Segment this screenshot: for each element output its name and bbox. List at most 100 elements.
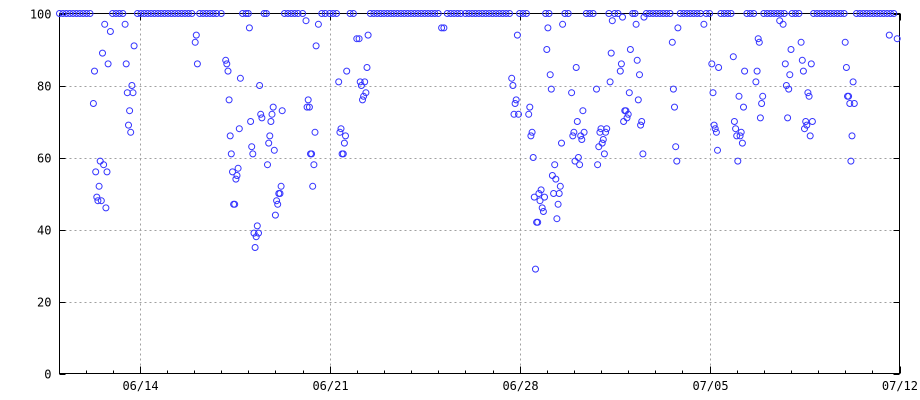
data-point xyxy=(337,125,345,133)
data-point xyxy=(608,17,616,25)
data-point xyxy=(535,190,543,197)
data-point xyxy=(595,143,603,151)
data-point xyxy=(526,103,534,111)
data-point xyxy=(732,125,740,133)
data-point xyxy=(711,125,719,133)
data-point xyxy=(573,118,581,125)
data-point xyxy=(792,10,799,17)
data-point xyxy=(333,10,340,17)
data-point xyxy=(527,132,535,140)
data-point xyxy=(885,31,893,39)
data-point xyxy=(249,150,257,158)
data-point xyxy=(558,139,565,147)
data-point xyxy=(56,10,63,17)
data-point xyxy=(281,10,288,17)
data-point xyxy=(417,10,425,17)
axis-ticks xyxy=(59,13,901,375)
y-tick-label: 80 xyxy=(37,80,51,94)
data-point xyxy=(99,49,106,57)
data-point xyxy=(499,10,507,17)
data-point xyxy=(357,82,365,89)
data-point xyxy=(380,10,388,17)
data-point xyxy=(154,10,162,17)
data-point xyxy=(820,10,828,17)
data-point xyxy=(161,10,169,17)
data-point xyxy=(586,10,594,17)
data-point xyxy=(620,118,628,125)
data-point xyxy=(268,110,276,118)
data-point xyxy=(637,121,645,129)
data-point xyxy=(318,10,326,17)
data-point xyxy=(702,10,710,17)
data-point xyxy=(780,10,788,17)
data-point xyxy=(539,208,547,215)
data-point xyxy=(559,20,567,28)
data-point xyxy=(188,10,196,17)
data-point xyxy=(277,182,285,190)
data-point xyxy=(103,168,111,176)
data-point xyxy=(842,64,850,71)
data-point xyxy=(863,10,871,17)
data-point xyxy=(642,10,650,17)
data-point xyxy=(519,10,527,17)
data-point xyxy=(622,107,630,115)
data-point xyxy=(806,132,814,140)
data-point xyxy=(387,10,395,17)
data-point xyxy=(355,35,363,43)
data-point xyxy=(366,10,374,17)
data-point xyxy=(846,100,854,107)
data-point xyxy=(543,46,551,53)
data-point xyxy=(370,10,378,17)
data-point xyxy=(147,10,155,17)
data-point xyxy=(314,20,322,28)
data-point xyxy=(101,20,109,28)
data-point xyxy=(738,139,746,147)
data-point xyxy=(596,128,604,136)
data-point xyxy=(97,197,105,205)
data-point xyxy=(144,10,152,17)
data-point xyxy=(880,10,888,17)
data-point xyxy=(226,132,234,140)
data-point xyxy=(569,132,577,140)
data-point xyxy=(668,38,676,46)
data-point xyxy=(502,10,510,17)
data-point xyxy=(308,150,316,158)
data-point xyxy=(349,10,357,17)
data-point xyxy=(802,118,810,125)
data-point xyxy=(454,10,461,17)
data-point xyxy=(759,92,767,100)
data-point xyxy=(700,20,708,28)
data-point xyxy=(676,10,684,17)
data-point xyxy=(213,10,221,17)
data-point xyxy=(671,103,678,111)
data-point xyxy=(302,17,310,25)
data-point xyxy=(115,10,123,17)
data-point xyxy=(530,193,538,201)
data-point xyxy=(260,10,268,17)
data-point xyxy=(270,146,278,154)
data-point xyxy=(735,92,743,100)
data-point xyxy=(236,74,244,82)
data-point xyxy=(335,78,343,86)
data-point xyxy=(582,10,590,17)
data-point xyxy=(629,10,637,17)
data-point xyxy=(356,78,364,86)
data-point xyxy=(537,186,545,194)
data-point xyxy=(492,10,500,17)
y-tick-label: 20 xyxy=(37,296,51,310)
data-point xyxy=(336,128,344,136)
data-point xyxy=(193,60,201,68)
data-point xyxy=(443,10,451,17)
data-point xyxy=(756,114,764,122)
data-point xyxy=(346,10,354,17)
data-point xyxy=(803,121,811,129)
data-point xyxy=(83,10,91,17)
data-point xyxy=(278,107,286,115)
data-point xyxy=(362,89,370,97)
data-point xyxy=(128,82,136,89)
data-point xyxy=(134,10,141,17)
data-point xyxy=(242,10,250,17)
y-tick-label: 60 xyxy=(37,152,51,166)
data-point xyxy=(807,60,815,68)
